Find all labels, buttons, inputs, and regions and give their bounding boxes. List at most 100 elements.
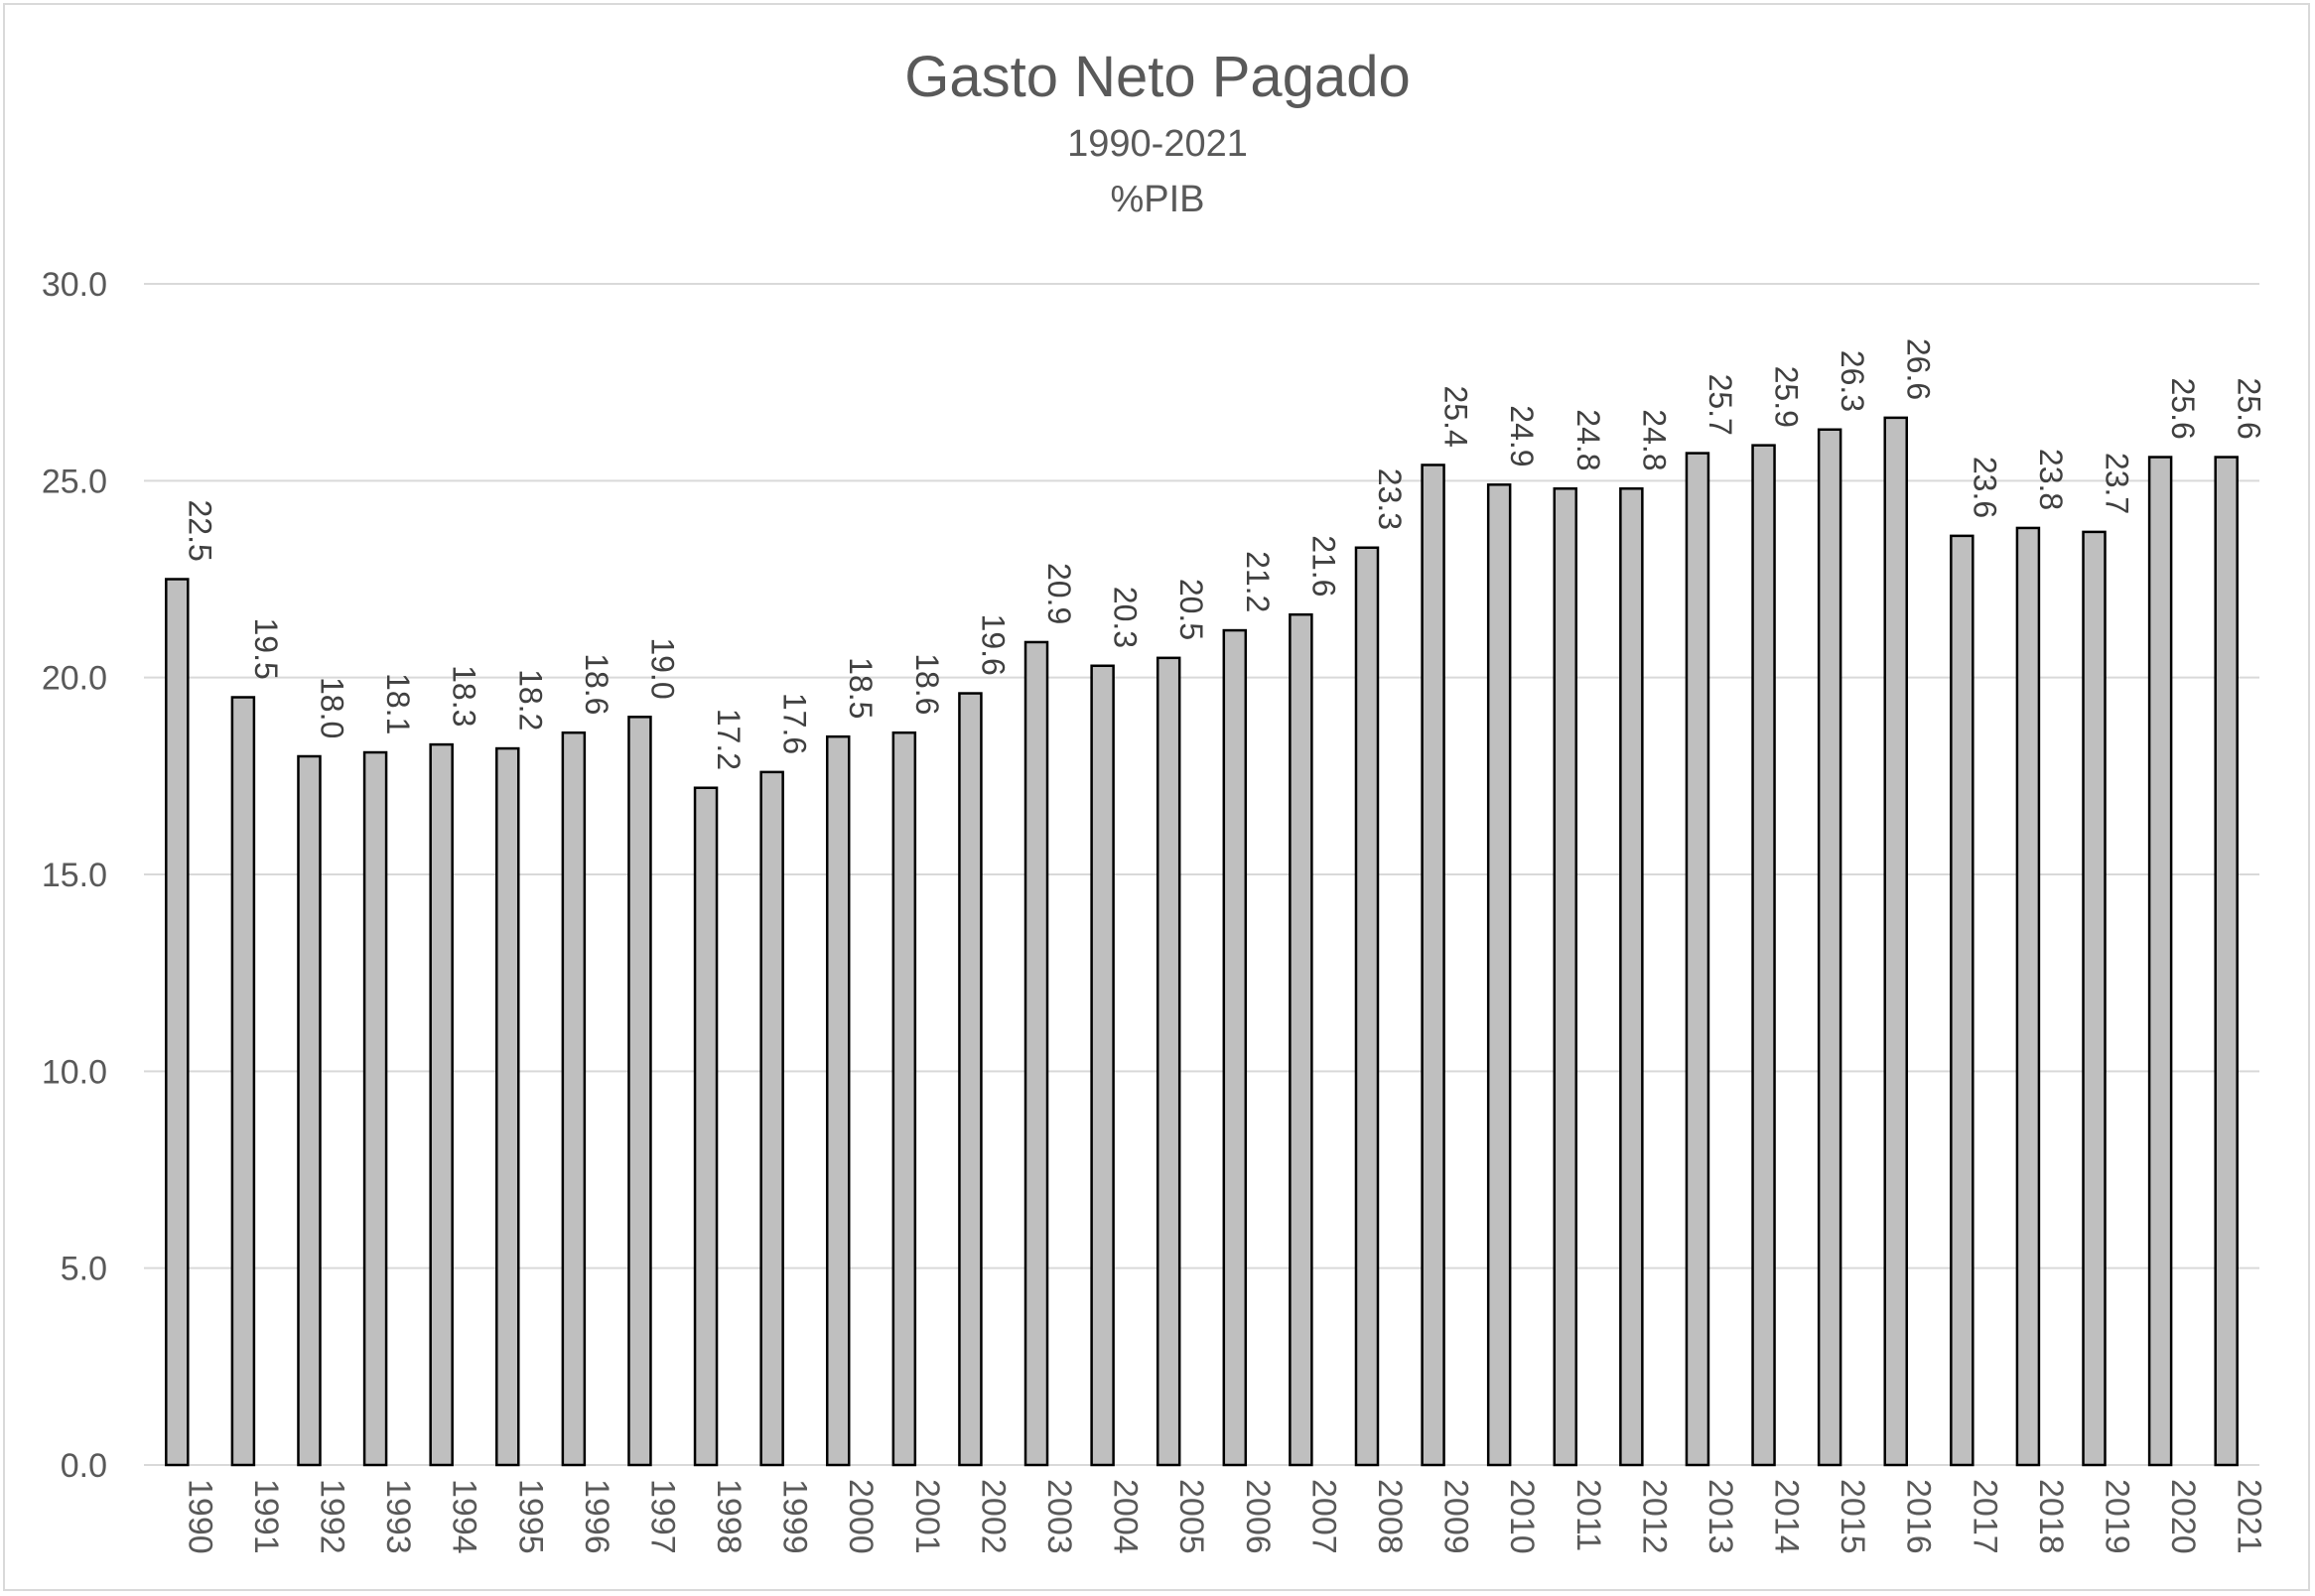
bar <box>1553 487 1578 1467</box>
bar <box>1289 612 1313 1467</box>
x-tick-label: 2016 <box>1900 1479 1938 1554</box>
data-label: 18.5 <box>843 657 879 719</box>
data-label: 23.3 <box>1372 468 1408 530</box>
bar <box>2015 526 2041 1467</box>
data-label: 18.1 <box>380 673 416 734</box>
y-tick-label: 25.0 <box>42 463 107 500</box>
x-tick-label: 2006 <box>1239 1479 1277 1554</box>
bars <box>165 416 2239 1467</box>
bar <box>1950 534 1975 1467</box>
x-tick-label: 2015 <box>1834 1479 1871 1554</box>
x-tick-label: 2020 <box>2164 1479 2202 1554</box>
data-label: 20.3 <box>1108 587 1144 648</box>
x-tick-label: 2012 <box>1635 1479 1673 1554</box>
data-label: 20.9 <box>1041 563 1077 624</box>
x-tick-label: 2018 <box>2032 1479 2070 1554</box>
x-tick-label: 1996 <box>578 1479 615 1554</box>
bar <box>1817 428 1842 1467</box>
x-tick-label: 1999 <box>776 1479 814 1554</box>
x-tick-label: 2004 <box>1107 1479 1145 1554</box>
x-tick-label: 2021 <box>2231 1479 2268 1554</box>
x-tick-label: 1995 <box>511 1479 549 1554</box>
bar <box>1685 452 1710 1467</box>
bar <box>1619 487 1644 1467</box>
bar <box>1354 546 1380 1467</box>
bar <box>495 746 520 1467</box>
bar <box>759 770 784 1467</box>
bar <box>1883 416 1908 1467</box>
x-tick-label: 1993 <box>379 1479 417 1554</box>
chart-subtitle: 1990-2021 <box>1067 123 1248 165</box>
data-label: 21.2 <box>1240 551 1276 612</box>
bar <box>429 742 454 1467</box>
x-tick-label: 2001 <box>908 1479 946 1554</box>
x-tick-label: 2003 <box>1040 1479 1078 1554</box>
x-tick-label: 2008 <box>1371 1479 1409 1554</box>
bar <box>2082 530 2107 1467</box>
data-label: 23.7 <box>2100 453 2135 514</box>
bar <box>627 716 652 1467</box>
data-label: 19.0 <box>644 637 680 699</box>
x-tick-label: 2011 <box>1569 1479 1607 1551</box>
chart-unit-label: %PIB <box>1110 179 1205 220</box>
x-axis-ticks: 1990 1991 1992 1993 1994 1995 1996 1997 1998 1999… <box>181 1479 2267 1554</box>
x-tick-label: 2009 <box>1437 1479 1475 1554</box>
data-label: 19.6 <box>975 614 1011 676</box>
bar <box>825 734 851 1467</box>
data-label: 25.4 <box>1438 385 1474 447</box>
bar <box>2147 456 2173 1467</box>
bar <box>1421 464 1445 1467</box>
y-tick-label: 20.0 <box>42 660 107 698</box>
bar <box>165 578 190 1467</box>
x-tick-label: 2007 <box>1304 1479 1342 1554</box>
data-label: 25.6 <box>2232 378 2267 440</box>
data-label: 18.3 <box>447 665 482 727</box>
bar <box>1486 483 1512 1467</box>
x-tick-label: 2013 <box>1702 1479 1739 1554</box>
data-label: 18.0 <box>314 677 349 738</box>
bar <box>891 731 917 1467</box>
data-label: 18.6 <box>909 653 945 715</box>
bar <box>230 696 256 1467</box>
chart-title: Gasto Neto Pagado <box>904 45 1411 109</box>
data-label: 21.6 <box>1305 535 1341 597</box>
x-tick-label: 2000 <box>842 1479 880 1554</box>
data-label: 17.6 <box>777 693 813 754</box>
data-label: 22.5 <box>182 500 217 562</box>
data-label: 23.8 <box>2033 449 2069 510</box>
data-labels: 22.5 19.5 18.0 18.1 18.3 18.2 18.6 19.0 17.2 17.6… <box>182 338 2266 770</box>
bar <box>1222 628 1248 1467</box>
data-label: 25.6 <box>2165 378 2201 440</box>
data-label: 17.2 <box>711 709 747 770</box>
data-label: 26.6 <box>1901 338 1937 400</box>
gridlines <box>144 283 2259 1466</box>
x-tick-label: 1994 <box>446 1479 483 1554</box>
x-tick-label: 1990 <box>181 1479 218 1554</box>
bar <box>1090 664 1115 1467</box>
x-tick-label: 1992 <box>313 1479 350 1554</box>
bar <box>1156 656 1181 1467</box>
data-label: 18.6 <box>579 653 614 715</box>
x-tick-label: 1997 <box>643 1479 681 1554</box>
y-tick-label: 15.0 <box>42 857 107 894</box>
y-tick-label: 30.0 <box>42 266 107 304</box>
x-tick-label: 2005 <box>1172 1479 1210 1554</box>
bar <box>693 786 719 1467</box>
data-label: 25.9 <box>1769 366 1805 428</box>
y-tick-label: 10.0 <box>42 1053 107 1091</box>
x-tick-label: 1991 <box>247 1479 285 1554</box>
x-tick-label: 1998 <box>710 1479 748 1554</box>
bar <box>958 692 983 1467</box>
x-tick-label: 2010 <box>1503 1479 1541 1554</box>
bar <box>1751 444 1776 1467</box>
bar <box>297 754 322 1467</box>
data-label: 20.5 <box>1173 579 1209 640</box>
y-tick-label: 5.0 <box>61 1251 107 1288</box>
x-tick-label: 2019 <box>2099 1479 2136 1554</box>
data-label: 24.9 <box>1504 405 1540 466</box>
bar <box>2214 456 2239 1467</box>
data-label: 24.8 <box>1636 409 1672 470</box>
data-label: 24.8 <box>1570 409 1606 470</box>
y-tick-label: 0.0 <box>61 1447 107 1485</box>
data-label: 25.7 <box>1702 374 1738 436</box>
